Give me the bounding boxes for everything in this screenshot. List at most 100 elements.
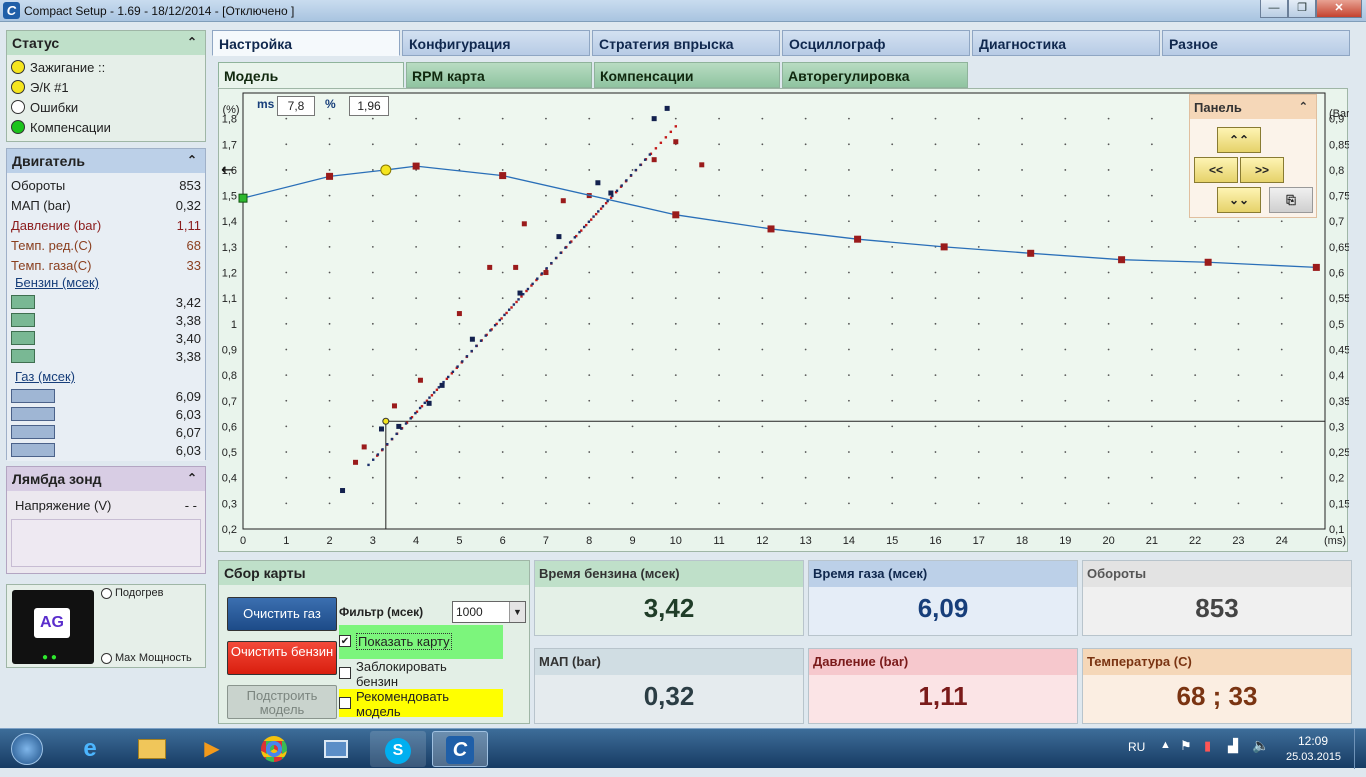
collapse-icon[interactable]: ⌃: [186, 471, 197, 485]
tab-oscilloscope[interactable]: Осциллограф: [782, 30, 970, 56]
maximize-button[interactable]: ❐: [1288, 0, 1316, 18]
y-right-tick-label: 0,4: [1329, 370, 1344, 382]
x-tick-label: 12: [756, 535, 768, 547]
blue-trend-point: [648, 153, 652, 156]
grid-dot: [545, 322, 547, 325]
blue-trend-point: [489, 329, 492, 332]
engine-header[interactable]: Двигатель ⌃: [7, 149, 205, 173]
volume-icon[interactable]: 🔈: [1252, 737, 1270, 753]
grid-dot: [371, 271, 374, 274]
grid-dot: [718, 502, 720, 505]
remote-desktop-icon[interactable]: [308, 731, 364, 767]
petrol-injector-2: 3,38: [11, 311, 201, 329]
grid-dot: [415, 220, 418, 223]
network-icon[interactable]: ▟: [1228, 738, 1238, 753]
chevron-down-icon[interactable]: ▼: [509, 602, 525, 622]
tab-strategy[interactable]: Стратегия впрыска: [592, 30, 780, 56]
model-chart[interactable]: 0 1 2 3 4 5 6 7 8 9 10 11 12 13 14 15 16 17 18 19 20 21 22 23 24…: [219, 89, 1349, 553]
grid-dot: [1280, 374, 1283, 377]
build-model-button[interactable]: Подстроить модель: [227, 685, 337, 719]
tab-config[interactable]: Конфигурация: [402, 30, 590, 56]
blue-trend-point: [587, 220, 591, 223]
clear-petrol-button[interactable]: Очистить бензин: [227, 641, 337, 675]
grid-dot: [501, 143, 504, 146]
minimize-button[interactable]: —: [1260, 0, 1288, 18]
move-left-button[interactable]: <<: [1194, 157, 1238, 183]
grid-dot: [1194, 476, 1197, 479]
filter-select[interactable]: 1000 ▼: [452, 601, 526, 623]
skype-icon[interactable]: S: [370, 731, 426, 767]
grid-dot: [891, 425, 894, 428]
grid-dot: [891, 169, 894, 171]
show-map-label[interactable]: Показать карту: [356, 633, 452, 650]
show-hidden-icons[interactable]: ▲: [1160, 739, 1171, 751]
grid-dot: [545, 220, 547, 223]
tab-autotune[interactable]: Авторегулировка: [782, 62, 968, 88]
grid-dot: [761, 169, 764, 171]
engine-row-pressure: Давление (bar) 1,11: [11, 217, 201, 233]
collapse-icon[interactable]: ⌃: [1298, 101, 1308, 113]
grid-dot: [718, 451, 720, 453]
clear-gas-button[interactable]: Очистить газ: [227, 597, 337, 631]
move-down-button[interactable]: ⌄⌄: [1217, 187, 1261, 213]
media-player-icon[interactable]: ▶: [204, 738, 220, 760]
status-header[interactable]: Статус ⌃: [7, 31, 205, 55]
explorer-folder-icon[interactable]: [124, 731, 180, 767]
grid-dot: [285, 271, 288, 274]
power-icon[interactable]: ▮: [1204, 738, 1212, 753]
grid-dot: [891, 399, 894, 402]
tab-compensation[interactable]: Компенсации: [594, 62, 780, 88]
show-desktop-button[interactable]: [1354, 729, 1366, 769]
recommend-label[interactable]: Рекомендовать модель: [356, 689, 449, 719]
x-tick-label: 20: [1102, 535, 1114, 547]
copy-icon[interactable]: ⎘: [1269, 187, 1313, 213]
grid-dot: [891, 322, 894, 325]
show-map-checkbox[interactable]: ✔: [339, 635, 351, 647]
grid-dot: [415, 322, 418, 325]
grid-dot: [328, 348, 331, 351]
lambda-header[interactable]: Лямбда зонд ⌃: [7, 467, 205, 491]
blue-trend-point: [597, 210, 600, 213]
grid-dot: [934, 271, 937, 274]
blue-trend-point: [554, 256, 558, 260]
grid-dot: [1150, 194, 1153, 197]
move-right-button[interactable]: >>: [1240, 157, 1284, 183]
recommend-checkbox[interactable]: [339, 697, 351, 709]
grid-dot: [977, 476, 980, 479]
tab-diagnostics[interactable]: Диагностика: [972, 30, 1160, 56]
grid-dot: [371, 348, 374, 351]
main-tabs: Настройка Конфигурация Стратегия впрыска…: [212, 30, 1352, 56]
grid-dot: [1064, 117, 1067, 120]
grid-dot: [1064, 322, 1067, 325]
clock-date[interactable]: 25.03.2015: [1286, 751, 1342, 763]
compact-setup-icon[interactable]: C: [432, 731, 488, 767]
grid-dot: [1021, 117, 1023, 120]
lock-petrol-checkbox[interactable]: [339, 667, 351, 679]
start-button[interactable]: [2, 731, 52, 767]
clock-time[interactable]: 12:09: [1298, 734, 1329, 748]
grid-dot: [328, 143, 331, 146]
move-up-button[interactable]: ⌃⌃: [1217, 127, 1261, 153]
grid-dot: [674, 451, 677, 453]
grid-dot: [1064, 194, 1067, 197]
grid-dot: [977, 451, 980, 453]
lock-petrol-label[interactable]: Заблокировать бензин: [356, 659, 447, 689]
close-button[interactable]: ✕: [1316, 0, 1362, 18]
collapse-icon[interactable]: ⌃: [186, 153, 197, 167]
tab-rpm-map[interactable]: RPM карта: [406, 62, 592, 88]
tab-model[interactable]: Модель: [218, 62, 404, 88]
internet-explorer-icon[interactable]: e: [83, 735, 97, 762]
tab-setup[interactable]: Настройка: [212, 30, 400, 56]
language-indicator[interactable]: RU: [1128, 740, 1146, 754]
y-right-tick-label: 0,45: [1329, 344, 1349, 356]
grid-dot: [1107, 322, 1110, 325]
collapse-icon[interactable]: ⌃: [186, 35, 197, 49]
grid-dot: [501, 399, 504, 402]
lambda-voltage: Напряжение (V) - -: [15, 497, 197, 513]
action-center-icon[interactable]: ⚑: [1180, 738, 1192, 753]
red-trend-point: [614, 191, 618, 194]
tab-misc[interactable]: Разное: [1162, 30, 1350, 56]
chrome-icon[interactable]: [246, 731, 302, 767]
grid-dot: [718, 271, 720, 274]
x-tick-label: 15: [886, 535, 898, 547]
